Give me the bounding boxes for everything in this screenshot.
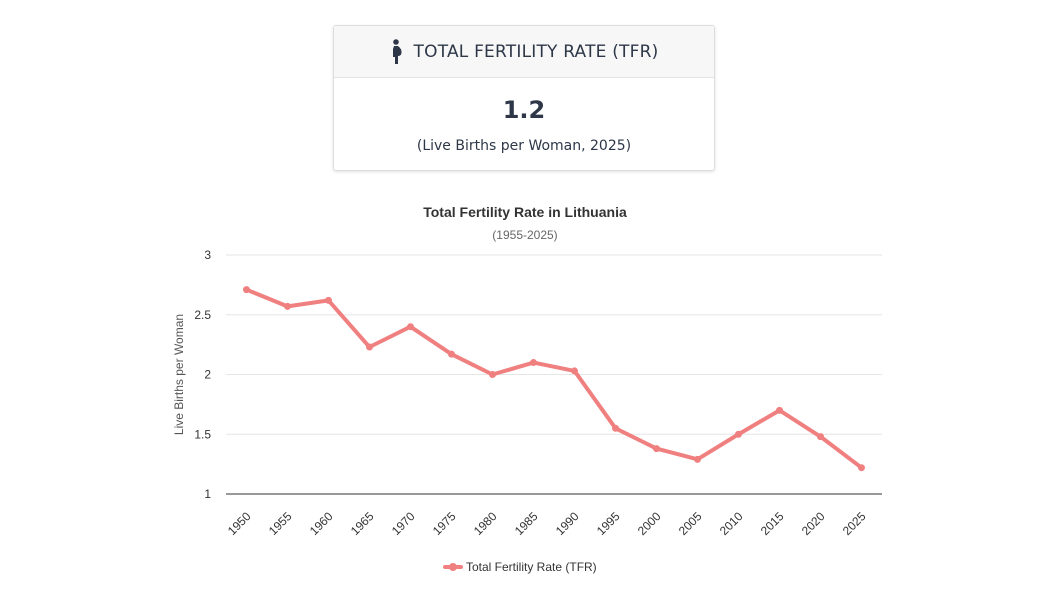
x-axis: 1950 1955 1960 1965 1970 1975 1980 1985 1990 1995… bbox=[225, 509, 869, 538]
x-tick-label: 1950 bbox=[225, 509, 254, 538]
data-point[interactable] bbox=[858, 464, 865, 472]
data-point[interactable] bbox=[694, 455, 701, 463]
data-point[interactable] bbox=[407, 323, 414, 331]
x-tick-label: 2020 bbox=[799, 509, 828, 538]
y-axis: 1 1.5 2 2.5 3 bbox=[194, 248, 211, 501]
x-tick-label: 1980 bbox=[471, 509, 500, 538]
x-tick-label: 1975 bbox=[430, 509, 459, 538]
x-tick-label: 1965 bbox=[348, 509, 377, 538]
x-tick-label: 2015 bbox=[758, 509, 787, 538]
y-tick-label: 1 bbox=[204, 487, 211, 501]
chart-title: Total Fertility Rate in Lithuania bbox=[423, 204, 627, 220]
x-tick-label: 1995 bbox=[594, 509, 623, 538]
data-point[interactable] bbox=[530, 359, 537, 367]
data-point[interactable] bbox=[817, 433, 824, 441]
x-tick-label: 2000 bbox=[635, 509, 664, 538]
data-point[interactable] bbox=[653, 445, 660, 453]
y-tick-label: 3 bbox=[204, 248, 211, 262]
tfr-value: 1.2 bbox=[502, 96, 546, 124]
y-tick-label: 2 bbox=[204, 368, 211, 382]
data-point[interactable] bbox=[612, 424, 619, 432]
y-axis-title: Live Births per Woman bbox=[172, 314, 186, 435]
grid-lines bbox=[226, 254, 882, 495]
data-point[interactable] bbox=[489, 371, 496, 378]
x-tick-label: 1955 bbox=[266, 509, 295, 538]
card-title: TOTAL FERTILITY RATE (TFR) bbox=[413, 41, 659, 62]
x-tick-label: 2025 bbox=[840, 509, 869, 538]
series-line bbox=[244, 287, 864, 470]
legend-label[interactable]: Total Fertility Rate (TFR) bbox=[466, 560, 597, 574]
series-layer bbox=[243, 286, 865, 472]
data-point[interactable] bbox=[571, 367, 578, 375]
legend-swatch-marker bbox=[449, 563, 457, 571]
x-tick-label: 1985 bbox=[512, 509, 541, 538]
data-point[interactable] bbox=[776, 406, 783, 414]
tfr-summary-card: TOTAL FERTILITY RATE (TFR) 1.2 (Live Bir… bbox=[333, 25, 715, 171]
pregnant-woman-icon bbox=[392, 38, 402, 64]
x-tick-label: 2010 bbox=[717, 509, 746, 538]
data-point[interactable] bbox=[366, 343, 373, 351]
x-tick-label: 1990 bbox=[553, 509, 582, 538]
chart-subtitle: (1955-2025) bbox=[492, 228, 557, 242]
tfr-value-caption: (Live Births per Woman, 2025) bbox=[416, 138, 632, 154]
x-tick-label: 2005 bbox=[676, 509, 705, 538]
card-header: TOTAL FERTILITY RATE (TFR) bbox=[334, 26, 714, 78]
data-point[interactable] bbox=[735, 430, 742, 438]
legend[interactable]: Total Fertility Rate (TFR) bbox=[443, 560, 597, 574]
data-point[interactable] bbox=[325, 296, 332, 304]
y-tick-label: 1.5 bbox=[194, 427, 211, 441]
data-point[interactable] bbox=[243, 286, 250, 294]
data-point[interactable] bbox=[448, 350, 455, 358]
x-tick-label: 1970 bbox=[389, 509, 418, 538]
data-point[interactable] bbox=[284, 302, 291, 310]
y-tick-label: 2.5 bbox=[194, 308, 211, 322]
x-tick-label: 1960 bbox=[307, 509, 336, 538]
